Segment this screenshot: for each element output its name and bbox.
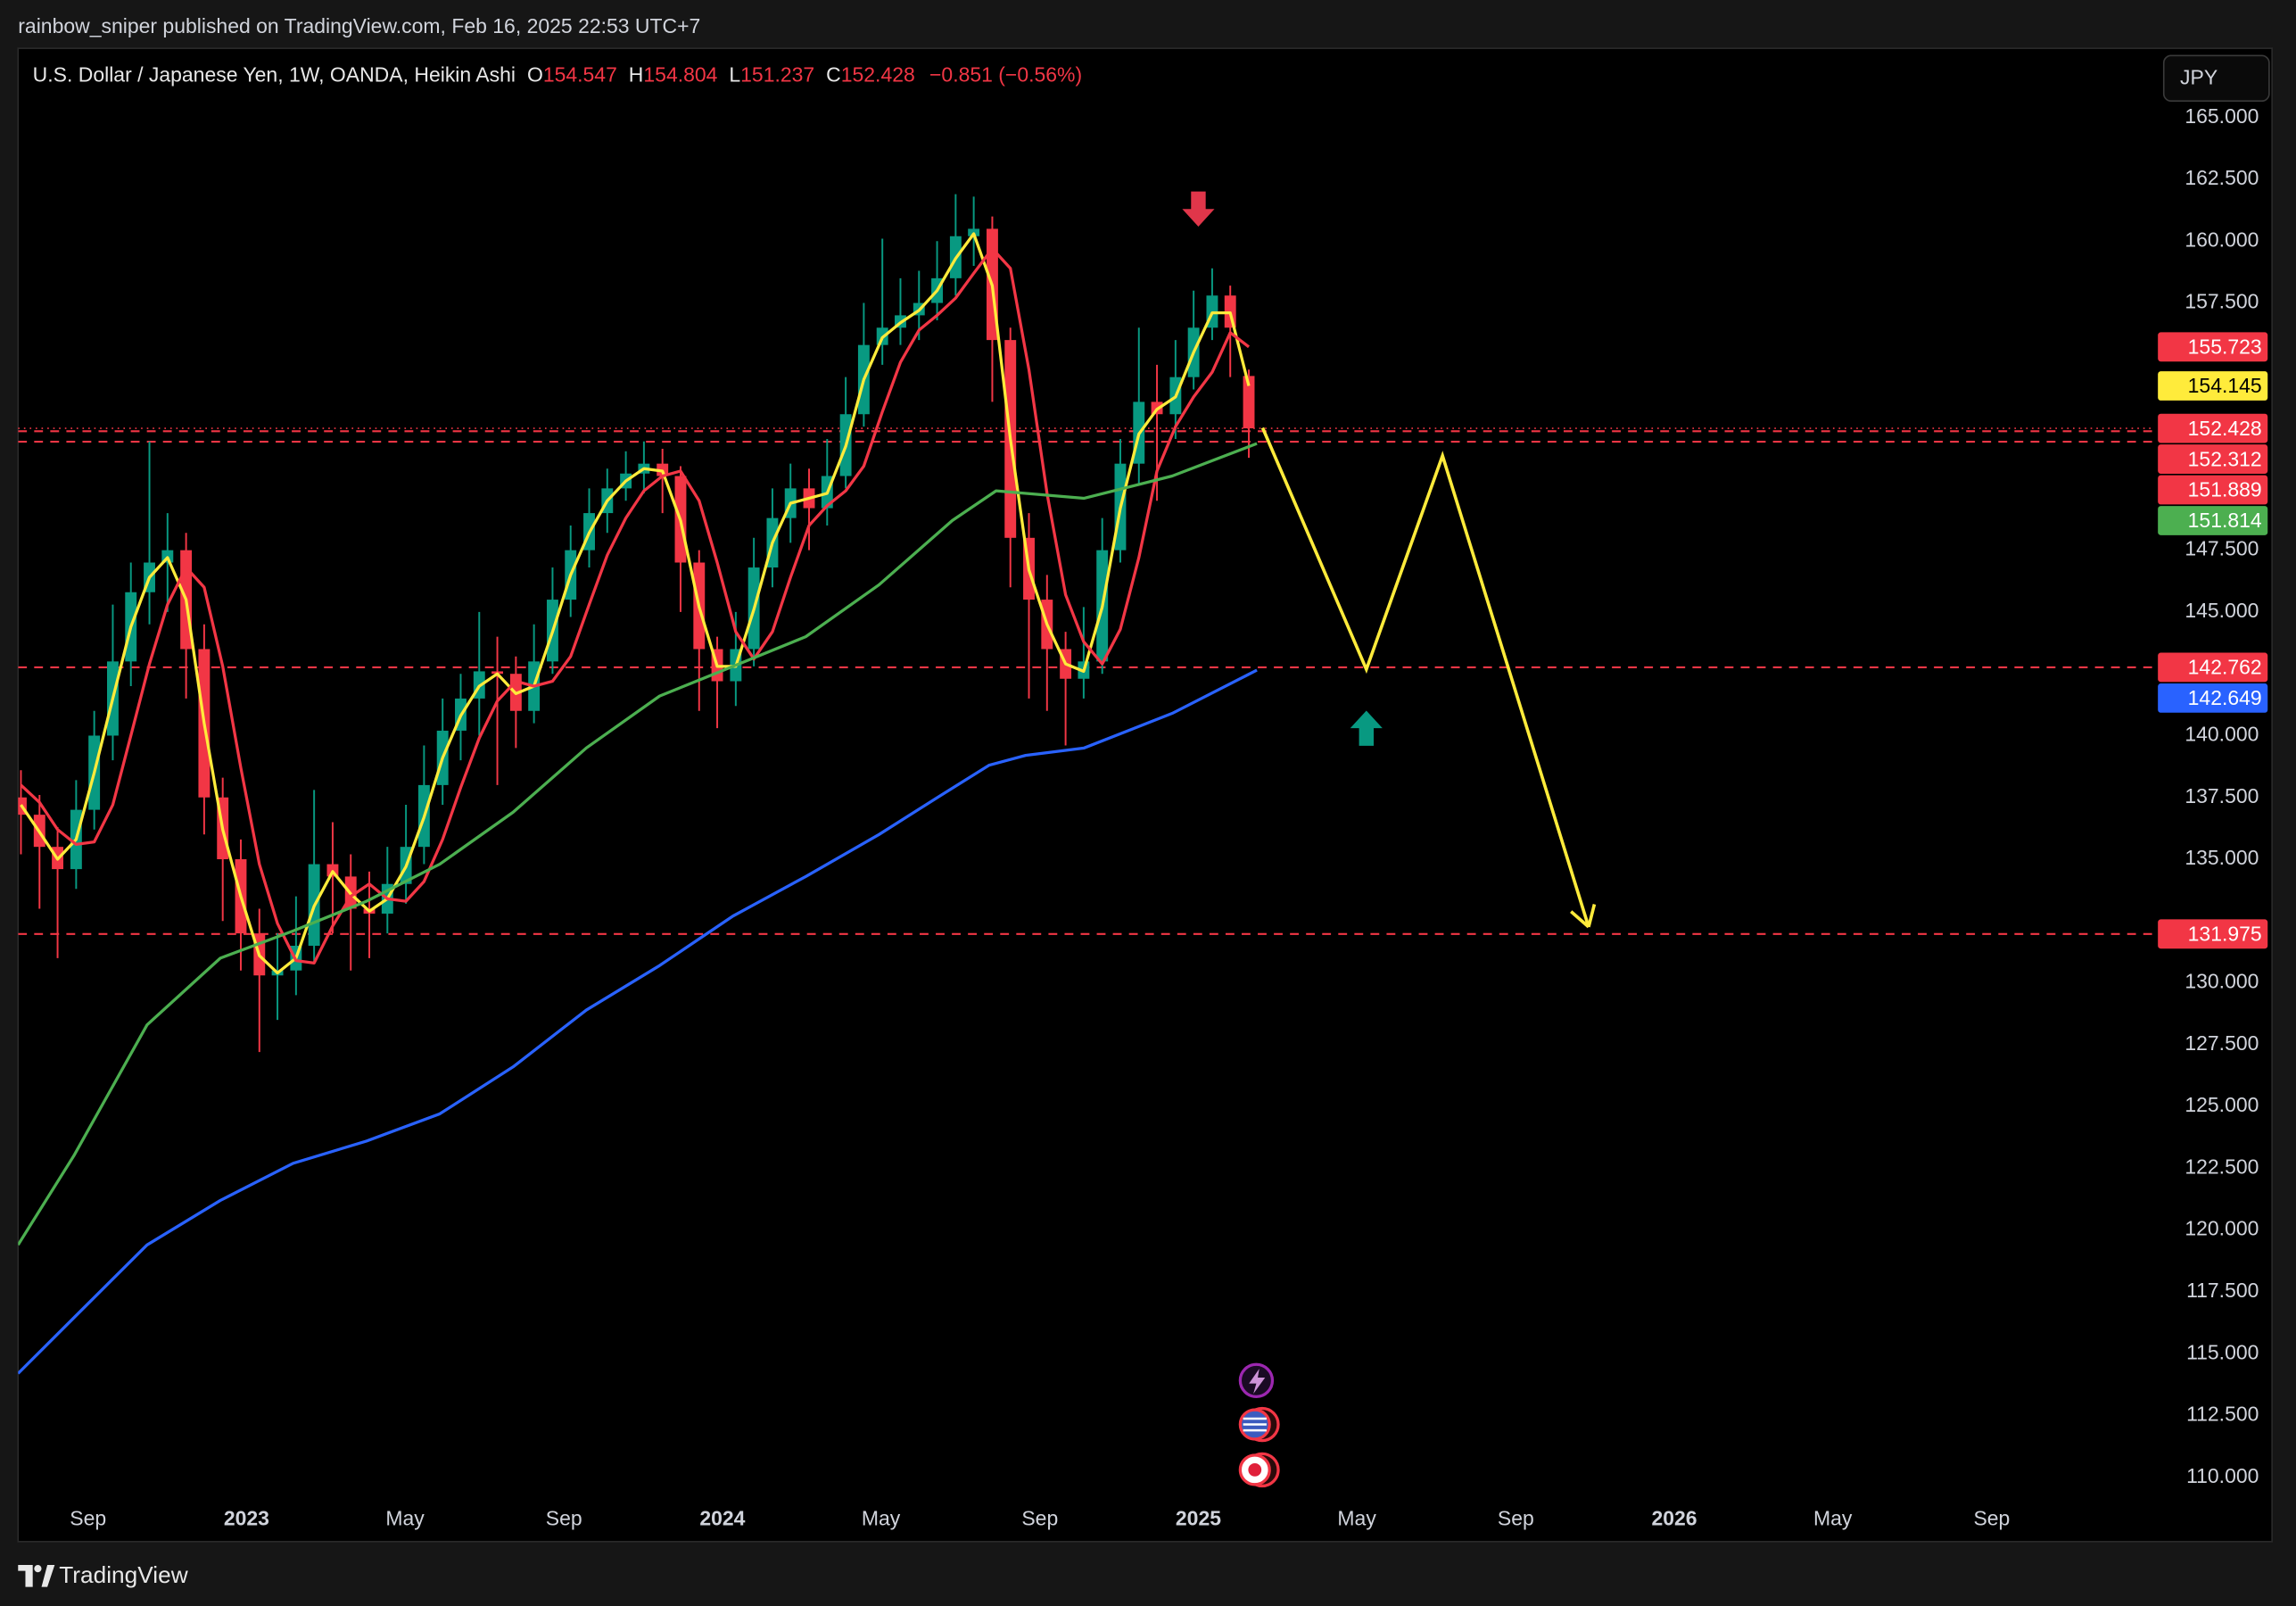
- y-tick-label: 115.000: [2186, 1340, 2259, 1363]
- y-tick-label: 140.000: [2185, 723, 2259, 746]
- price-label-bg: [2158, 919, 2268, 949]
- y-tick-label: 137.500: [2185, 784, 2259, 807]
- y-tick-label: 120.000: [2185, 1217, 2259, 1240]
- x-tick-label: Sep: [70, 1506, 106, 1529]
- y-tick-label: 160.000: [2185, 228, 2259, 251]
- event-icons: [1238, 1362, 1280, 1488]
- price-label-bg: [2158, 371, 2268, 401]
- x-tick-label: 2024: [699, 1506, 745, 1529]
- x-tick-label: Sep: [1021, 1506, 1058, 1529]
- event-glyph: [1248, 1463, 1262, 1477]
- price-label-bg: [2158, 444, 2268, 474]
- y-tick-label: 125.000: [2185, 1093, 2259, 1116]
- y-tick-label: 117.500: [2186, 1279, 2259, 1302]
- y-tick-label: 162.500: [2185, 166, 2259, 189]
- currency-button[interactable]: [2162, 54, 2270, 103]
- legend-close: 152.428: [841, 62, 915, 86]
- currency-label[interactable]: JPY: [2180, 66, 2218, 89]
- plot-area: [18, 191, 2155, 1375]
- y-tick-label: 112.500: [2186, 1403, 2259, 1426]
- price-label: 151.889: [2188, 478, 2262, 501]
- moving-average-line: [20, 246, 1251, 965]
- price-label-bg: [2158, 506, 2268, 535]
- legend-low: 151.237: [740, 62, 814, 86]
- x-tick-label: 2023: [224, 1506, 269, 1529]
- y-tick-label: 157.500: [2185, 290, 2259, 313]
- event-glyph: [1249, 1369, 1266, 1395]
- price-label: 142.649: [2188, 686, 2262, 709]
- x-tick-label: Sep: [1498, 1506, 1534, 1529]
- price-label: 142.762: [2188, 656, 2262, 679]
- candle-body: [1243, 376, 1255, 429]
- tradingview-logo: [18, 1565, 55, 1587]
- price-label: 131.975: [2188, 923, 2262, 946]
- moving-average-line: [18, 668, 1258, 1375]
- x-tick-label: May: [385, 1506, 425, 1529]
- moving-average-line: [20, 232, 1251, 975]
- y-tick-label: 165.000: [2185, 104, 2259, 128]
- legend-open-label: O: [527, 62, 543, 86]
- y-tick-label: 122.500: [2185, 1155, 2259, 1178]
- price-label-bg: [2158, 413, 2268, 443]
- footer-brand: TradingView: [59, 1561, 188, 1588]
- x-tick-label: May: [862, 1506, 901, 1529]
- logo-mark: [41, 1565, 55, 1587]
- price-axis: 165.000 162.500 160.000 157.500 147.500 145.0…: [2158, 104, 2268, 1487]
- legend-open: 154.547: [543, 62, 617, 86]
- price-label-bg: [2158, 652, 2268, 683]
- signal-arrow: [1182, 191, 1215, 227]
- legend-close-label: C: [826, 62, 841, 86]
- logo-mark: [34, 1565, 42, 1573]
- price-label: 152.428: [2188, 417, 2262, 440]
- y-tick-label: 145.000: [2185, 599, 2259, 622]
- y-tick-label: 110.000: [2186, 1464, 2259, 1487]
- y-tick-label: 147.500: [2185, 537, 2259, 560]
- price-label: 151.814: [2188, 509, 2262, 532]
- y-tick-label: 130.000: [2185, 970, 2259, 993]
- x-tick-label: 2025: [1176, 1506, 1221, 1529]
- price-label-bg: [2158, 683, 2268, 713]
- price-label: 155.723: [2188, 335, 2262, 358]
- legend-low-label: L: [729, 62, 740, 86]
- x-tick-label: Sep: [546, 1506, 582, 1529]
- x-tick-label: Sep: [1973, 1506, 2010, 1529]
- x-tick-label: 2026: [1651, 1506, 1697, 1529]
- legend-symbol: U.S. Dollar / Japanese Yen, 1W, OANDA, H…: [33, 62, 516, 86]
- legend-high-label: H: [629, 62, 644, 86]
- y-tick-label: 135.000: [2185, 846, 2259, 869]
- price-label: 154.145: [2188, 374, 2262, 397]
- projection-arrowhead: [1587, 904, 1597, 928]
- legend-change: −0.851 (−0.56%): [929, 62, 1082, 86]
- x-tick-label: May: [1337, 1506, 1376, 1529]
- chart-panel: [17, 47, 2273, 1543]
- price-label: 152.312: [2188, 447, 2262, 470]
- price-label-bg: [2158, 332, 2268, 362]
- moving-average-line: [18, 442, 1258, 1246]
- y-tick-label: 127.500: [2185, 1031, 2259, 1055]
- legend: U.S. Dollar / Japanese Yen, 1W, OANDA, H…: [33, 62, 1082, 86]
- price-label-bg: [2158, 475, 2268, 505]
- event-glyph: [1243, 1417, 1267, 1432]
- projection-arrowhead: [1570, 910, 1590, 929]
- x-tick-label: May: [1813, 1506, 1853, 1529]
- logo-mark: [18, 1565, 33, 1587]
- signal-arrow: [1350, 710, 1383, 746]
- projection-path: [1260, 426, 1590, 928]
- legend-high: 154.804: [643, 62, 717, 86]
- publish-header: rainbow_sniper published on TradingView.…: [18, 14, 700, 37]
